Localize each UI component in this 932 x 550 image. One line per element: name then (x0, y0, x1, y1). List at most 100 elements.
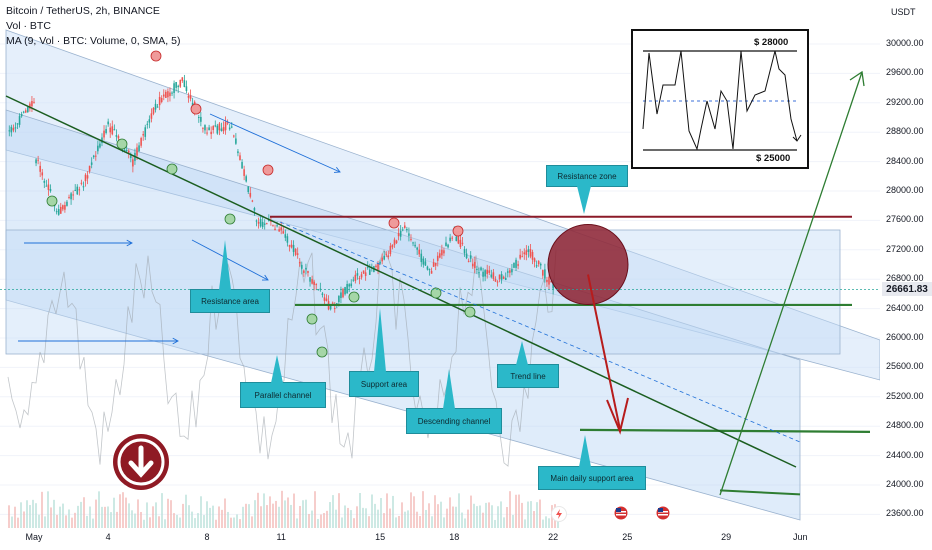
candle (22, 111, 25, 113)
volume-bar (320, 514, 322, 528)
candle (354, 274, 357, 281)
volume-bar (203, 515, 205, 528)
candle (385, 253, 388, 255)
candle (375, 265, 377, 268)
volume-bar (101, 506, 103, 528)
candle (346, 284, 348, 294)
candle (426, 266, 429, 270)
candle (235, 138, 237, 144)
price-tick-label: 28400.00 (886, 155, 924, 166)
candle (261, 221, 264, 228)
candle (424, 261, 427, 266)
volume-bar (431, 516, 433, 528)
candle (101, 137, 103, 143)
volume-bar (272, 503, 274, 528)
candle (344, 287, 346, 295)
volume-bar (323, 513, 325, 528)
candle (539, 263, 542, 266)
candle (430, 270, 433, 274)
volume-bar (26, 500, 28, 528)
candle (37, 159, 39, 161)
volume-bar (62, 503, 64, 528)
candle (230, 126, 233, 128)
candle (146, 123, 149, 125)
candle (513, 262, 515, 268)
candle (224, 121, 227, 131)
support-touch-marker (306, 313, 318, 325)
resistance-zone-circle (547, 224, 629, 305)
time-tick-label: 11 (276, 532, 286, 542)
volume-bar (143, 519, 145, 528)
candle (12, 127, 15, 131)
resistance-area-callout: Resistance area (190, 240, 270, 313)
candle (342, 288, 344, 298)
candle (410, 238, 412, 240)
us-flag-event-icon[interactable] (656, 506, 670, 520)
volume-bar (503, 517, 505, 528)
volume-bar (401, 502, 403, 528)
candle (445, 242, 447, 247)
volume-bar (530, 501, 532, 528)
candle (20, 113, 23, 117)
volume-bar (266, 505, 268, 528)
candle (226, 122, 229, 124)
candle (395, 240, 398, 244)
candle (358, 278, 361, 280)
volume-bar (377, 509, 379, 528)
candle (552, 283, 554, 289)
parallel-channel-callout: Parallel channel (240, 355, 326, 408)
candle (368, 269, 371, 275)
candle (476, 268, 478, 270)
volume-bar (170, 500, 172, 528)
volume-bar (332, 495, 334, 528)
candle (338, 295, 340, 302)
candle (278, 229, 280, 232)
time-tick-label: 25 (622, 532, 633, 542)
support-touch-marker (430, 287, 442, 299)
us-flag-event-icon[interactable] (614, 506, 628, 520)
candle (288, 245, 291, 247)
volume-bar (14, 506, 16, 528)
candle (113, 129, 116, 131)
volume-bar (527, 501, 529, 528)
candle (511, 269, 513, 273)
resistance-touch-marker (150, 50, 162, 62)
candle (362, 270, 365, 274)
candle (494, 279, 497, 282)
candle (90, 162, 93, 165)
candle (420, 253, 423, 263)
volume-bar (209, 507, 211, 528)
volume-bar (539, 499, 541, 528)
candle (115, 135, 118, 137)
candle (364, 272, 367, 276)
price-tick-label: 29200.00 (886, 96, 924, 107)
volume-bar (518, 494, 520, 528)
price-chart[interactable] (0, 0, 880, 530)
lightning-event-icon[interactable] (551, 506, 567, 522)
direction-arrow-head (126, 239, 133, 247)
volume-bar (371, 494, 373, 528)
support-touch-marker (166, 163, 178, 175)
volume-bar (47, 491, 49, 528)
volume-bar (269, 496, 271, 528)
volume-bar (290, 504, 292, 528)
candle (177, 85, 179, 88)
candle (333, 308, 336, 310)
volume-bar (155, 502, 157, 528)
candle (39, 165, 41, 172)
candle (175, 82, 177, 88)
candle (198, 117, 200, 119)
candle (399, 230, 402, 237)
candle (241, 162, 243, 169)
candle (136, 147, 138, 156)
candle (214, 125, 217, 127)
candle (340, 292, 342, 298)
volume-bar (95, 499, 97, 528)
candle (140, 138, 142, 146)
volume-bar (98, 491, 100, 528)
volume-bar (158, 516, 160, 528)
volume-bar (182, 503, 184, 528)
candle (156, 106, 159, 108)
volume-bar (287, 497, 289, 528)
